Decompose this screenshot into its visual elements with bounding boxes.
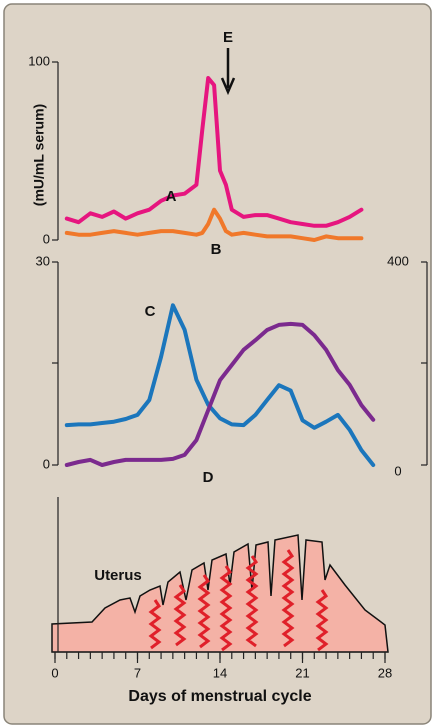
line-series (64, 321, 376, 467)
x-tick-label: 28 (378, 665, 392, 680)
y2-tick-label: 0 (394, 463, 401, 478)
y-tick-label: 0 (43, 456, 50, 471)
annotation: Uterus (94, 567, 142, 584)
line-series (64, 76, 364, 228)
frame (3, 3, 432, 725)
series-label: D (203, 469, 214, 486)
line-series (64, 303, 376, 467)
arrow (220, 48, 236, 96)
vessel (173, 584, 187, 647)
vessels (148, 549, 329, 652)
x-axis-title: Days of menstrual cycle (128, 688, 311, 705)
x-tick-label: 7 (134, 665, 141, 680)
series-label: B (211, 241, 222, 258)
vessel (219, 565, 233, 652)
y-tick-label: 0 (43, 231, 50, 246)
annotation: E (223, 29, 233, 46)
x-tick-label: 0 (51, 665, 58, 680)
series-label: C (145, 303, 156, 320)
y2-tick-label: 400 (387, 253, 409, 268)
x-tick-label: 21 (295, 665, 309, 680)
y-tick-label: 100 (28, 53, 50, 68)
vessel (245, 555, 259, 648)
vessel (315, 589, 329, 652)
vessel (197, 574, 211, 649)
x-tick-label: 14 (213, 665, 227, 680)
line-series (64, 207, 364, 242)
y-axis-title: (mU/mL serum) (31, 104, 47, 206)
vessel (148, 599, 162, 650)
series-label: A (166, 188, 177, 205)
y-tick-label: 30 (36, 253, 50, 268)
vessel (281, 549, 295, 648)
